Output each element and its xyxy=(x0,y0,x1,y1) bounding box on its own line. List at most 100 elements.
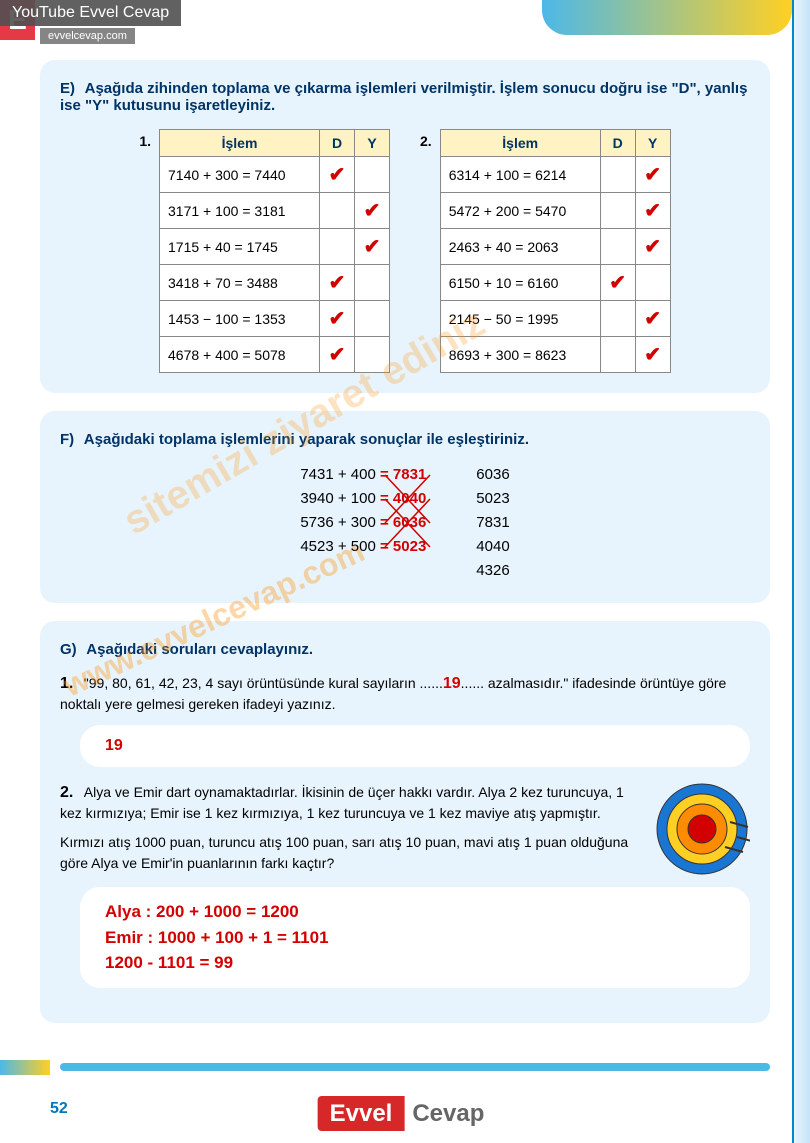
q1-num: 1. xyxy=(60,675,73,693)
y-cell[interactable] xyxy=(355,301,390,337)
y-cell[interactable] xyxy=(355,337,390,373)
watermark-header: YouTube Evvel Cevap xyxy=(0,0,181,26)
op-cell: 7140 + 300 = 7440 xyxy=(160,157,320,193)
y-cell[interactable]: ✔ xyxy=(355,193,390,229)
table-row: 7140 + 300 = 7440 ✔ xyxy=(160,157,390,193)
table-header: D xyxy=(320,130,355,157)
checkmark-icon: ✔ xyxy=(644,236,661,258)
page-content: E) Aşağıda zihinden toplama ve çıkarma i… xyxy=(0,0,810,1061)
op-cell: 1453 − 100 = 1353 xyxy=(160,301,320,337)
bottom-line xyxy=(60,1063,770,1071)
op-cell: 4678 + 400 = 5078 xyxy=(160,337,320,373)
y-cell[interactable]: ✔ xyxy=(635,229,670,265)
section-g: G) Aşağıdaki soruları cevaplayınız. 1. "… xyxy=(40,621,770,1023)
d-cell[interactable] xyxy=(320,229,355,265)
d-cell[interactable] xyxy=(600,193,635,229)
f-right-item: 4040 xyxy=(476,535,509,559)
table-row: 2463 + 40 = 2063 ✔ xyxy=(440,229,670,265)
table-row: 4678 + 400 = 5078✔ xyxy=(160,337,390,373)
y-cell[interactable]: ✔ xyxy=(355,229,390,265)
section-f-text: Aşağıdaki toplama işlemlerini yaparak so… xyxy=(84,431,529,448)
checkmark-icon: ✔ xyxy=(609,272,626,294)
section-e: E) Aşağıda zihinden toplama ve çıkarma i… xyxy=(40,60,770,393)
dartboard xyxy=(655,782,750,877)
op-cell: 5472 + 200 = 5470 xyxy=(440,193,600,229)
checkmark-icon: ✔ xyxy=(329,164,346,186)
tables-wrap: 1. İşlemDY7140 + 300 = 7440✔3171 + 100 =… xyxy=(60,129,750,373)
op-cell: 2145 − 50 = 1995 xyxy=(440,301,600,337)
table-row: 1453 − 100 = 1353 ✔ xyxy=(160,301,390,337)
checkmark-icon: ✔ xyxy=(644,164,661,186)
q2-answer-line: Emir : 1000 + 100 + 1 = 1101 xyxy=(105,925,725,951)
d-cell[interactable] xyxy=(600,229,635,265)
table-row: 8693 + 300 = 8623 ✔ xyxy=(440,337,670,373)
q2-wrap: 2. Alya ve Emir dart oynamaktadırlar. İk… xyxy=(60,782,750,877)
checkmark-icon: ✔ xyxy=(364,236,381,258)
dartboard-svg xyxy=(655,782,750,877)
f-left-item: 5736 + 300 = 6036 xyxy=(300,511,426,535)
q1-answer: 19 xyxy=(105,737,123,754)
op-cell: 2463 + 40 = 2063 xyxy=(440,229,600,265)
d-cell[interactable]: ✔ xyxy=(320,157,355,193)
page-number: 52 xyxy=(50,1100,68,1118)
table-1: İşlemDY7140 + 300 = 7440✔3171 + 100 = 31… xyxy=(159,129,390,373)
y-cell[interactable] xyxy=(355,265,390,301)
f-left-column: 7431 + 400 = 78313940 + 100 = 40405736 +… xyxy=(300,463,426,583)
d-cell[interactable] xyxy=(600,301,635,337)
y-cell[interactable]: ✔ xyxy=(635,157,670,193)
question-1: 1. "99, 80, 61, 42, 23, 4 sayı örüntüsün… xyxy=(60,673,750,767)
table-header: Y xyxy=(355,130,390,157)
section-e-label: E) xyxy=(60,80,75,97)
top-accent xyxy=(542,0,792,35)
f-right-column: 60365023783140404326 xyxy=(476,463,509,583)
table-row: 3171 + 100 = 3181 ✔ xyxy=(160,193,390,229)
table-header: İşlem xyxy=(160,130,320,157)
table-row: 3418 + 70 = 3488✔ xyxy=(160,265,390,301)
f-left-item: 4523 + 500 = 5023 xyxy=(300,535,426,559)
q2-text-block: 2. Alya ve Emir dart oynamaktadırlar. İk… xyxy=(60,782,640,874)
checkmark-icon: ✔ xyxy=(329,308,346,330)
f-right-item: 4326 xyxy=(476,559,509,583)
d-cell[interactable] xyxy=(600,157,635,193)
op-cell: 3171 + 100 = 3181 xyxy=(160,193,320,229)
footer-evvel: Evvel xyxy=(318,1096,405,1131)
section-f: F) Aşağıdaki toplama işlemlerini yaparak… xyxy=(40,411,770,603)
table1-num: 1. xyxy=(139,133,151,149)
d-cell[interactable]: ✔ xyxy=(320,337,355,373)
op-cell: 6314 + 100 = 6214 xyxy=(440,157,600,193)
table-header: D xyxy=(600,130,635,157)
f-left-item: 3940 + 100 = 4040 xyxy=(300,487,426,511)
d-cell[interactable] xyxy=(320,193,355,229)
d-cell[interactable]: ✔ xyxy=(320,265,355,301)
checkmark-icon: ✔ xyxy=(364,200,381,222)
table-header: Y xyxy=(635,130,670,157)
checkmark-icon: ✔ xyxy=(644,200,661,222)
y-cell[interactable]: ✔ xyxy=(635,337,670,373)
section-f-label: F) xyxy=(60,431,74,448)
q2-text1: Alya ve Emir dart oynamaktadırlar. İkisi… xyxy=(60,784,624,821)
watermark-sub: evvelcevap.com xyxy=(40,28,135,44)
table-group-1: 1. İşlemDY7140 + 300 = 7440✔3171 + 100 =… xyxy=(139,129,390,373)
y-cell[interactable]: ✔ xyxy=(635,301,670,337)
section-e-title: E) Aşağıda zihinden toplama ve çıkarma i… xyxy=(60,80,750,114)
op-cell: 8693 + 300 = 8623 xyxy=(440,337,600,373)
y-cell[interactable]: ✔ xyxy=(635,193,670,229)
q2-text2: Kırmızı atış 1000 puan, turuncu atış 100… xyxy=(60,834,628,871)
y-cell[interactable] xyxy=(355,157,390,193)
table-row: 6314 + 100 = 6214 ✔ xyxy=(440,157,670,193)
d-cell[interactable]: ✔ xyxy=(600,265,635,301)
d-cell[interactable]: ✔ xyxy=(320,301,355,337)
table-row: 1715 + 40 = 1745 ✔ xyxy=(160,229,390,265)
f-right-item: 6036 xyxy=(476,463,509,487)
op-cell: 1715 + 40 = 1745 xyxy=(160,229,320,265)
section-g-text: Aşağıdaki soruları cevaplayınız. xyxy=(86,641,313,658)
q1-answer-box: 19 xyxy=(80,725,750,767)
d-cell[interactable] xyxy=(600,337,635,373)
question-2: 2. Alya ve Emir dart oynamaktadırlar. İk… xyxy=(60,782,750,988)
table-header: İşlem xyxy=(440,130,600,157)
y-cell[interactable] xyxy=(635,265,670,301)
section-e-text: Aşağıda zihinden toplama ve çıkarma işle… xyxy=(60,80,747,114)
section-f-content: 7431 + 400 = 78313940 + 100 = 40405736 +… xyxy=(195,463,615,583)
checkmark-icon: ✔ xyxy=(329,272,346,294)
checkmark-icon: ✔ xyxy=(644,344,661,366)
